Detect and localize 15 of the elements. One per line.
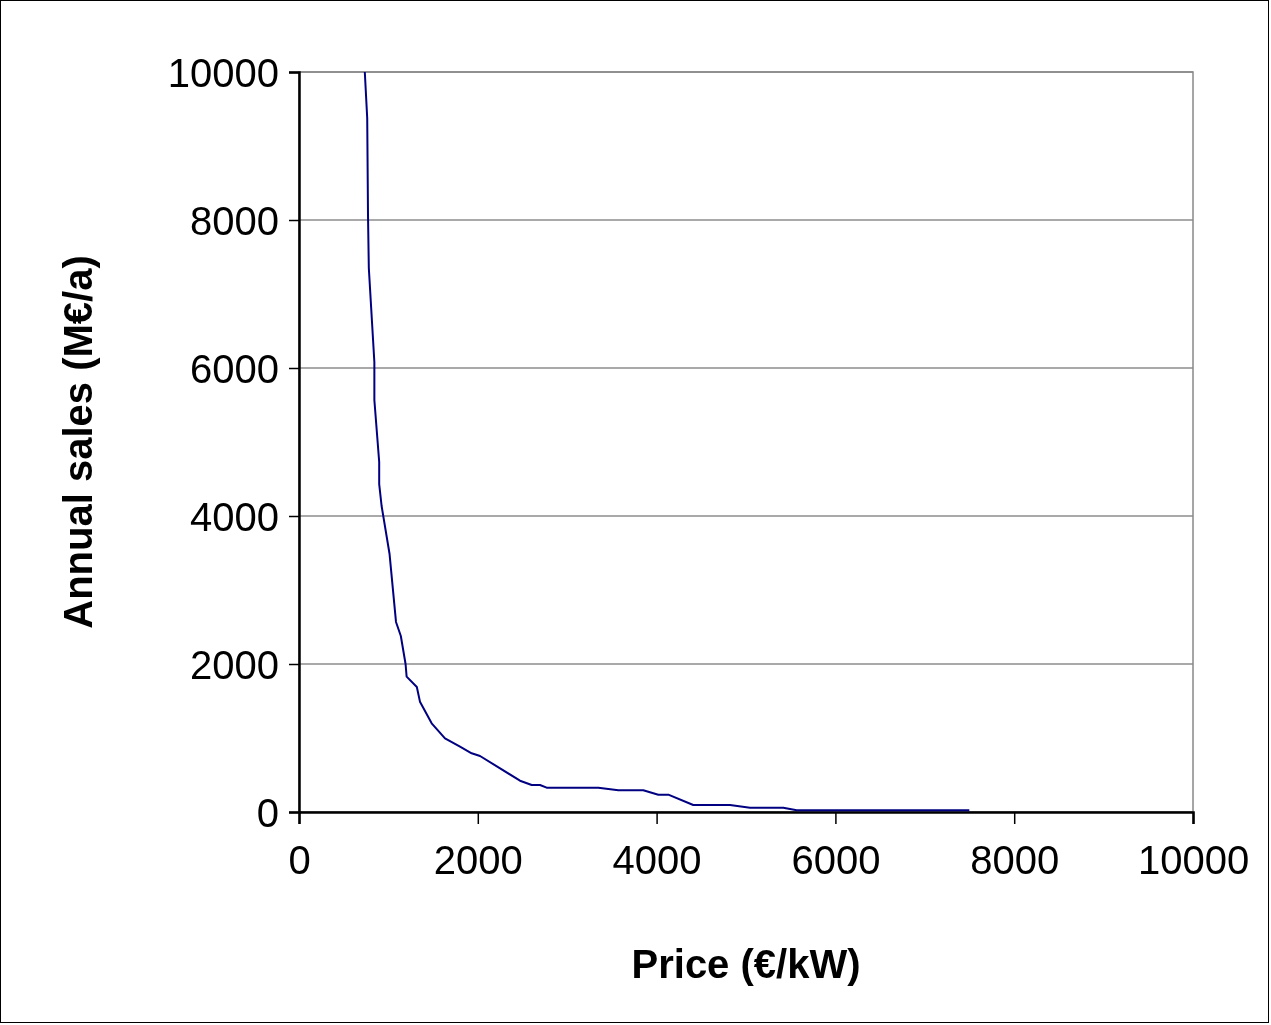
x-tick-label: 10000 bbox=[1137, 838, 1250, 883]
x-tick-label: 0 bbox=[288, 838, 311, 883]
x-axis-title: Price (€/kW) bbox=[631, 942, 861, 986]
y-axis-title: Annual sales (M€/a) bbox=[56, 255, 100, 629]
y-tick-label: 2000 bbox=[190, 642, 279, 687]
x-tick-label: 4000 bbox=[612, 838, 702, 883]
x-tick-label: 2000 bbox=[433, 838, 523, 883]
y-tick-label: 8000 bbox=[190, 198, 279, 243]
y-tick-label: 6000 bbox=[190, 346, 279, 391]
y-tick-label: 0 bbox=[256, 790, 279, 835]
y-tick-label: 4000 bbox=[190, 494, 279, 539]
y-tick-label: 10000 bbox=[167, 50, 279, 95]
x-tick-label: 6000 bbox=[791, 838, 881, 883]
line-series bbox=[363, 71, 971, 812]
x-tick-label: 8000 bbox=[970, 838, 1060, 883]
